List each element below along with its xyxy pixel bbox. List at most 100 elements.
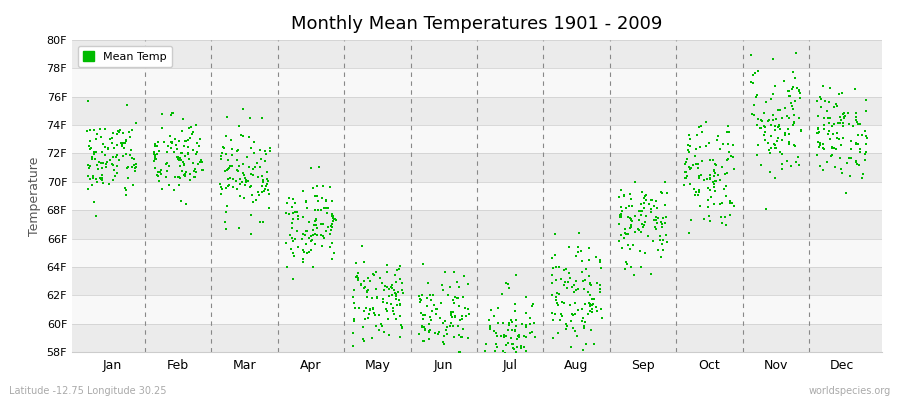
Point <box>698 118 713 125</box>
Point <box>720 157 734 163</box>
Point <box>618 266 633 272</box>
Point <box>356 308 371 315</box>
Point <box>638 193 652 199</box>
Point <box>511 332 526 338</box>
Bar <box>72 125 882 154</box>
Point <box>526 301 540 308</box>
Point <box>376 296 391 303</box>
Point <box>634 212 648 218</box>
Point <box>220 114 234 120</box>
Point <box>683 136 698 142</box>
Point <box>296 247 310 253</box>
Point <box>860 135 874 141</box>
Point <box>633 248 647 254</box>
Point <box>567 300 581 306</box>
Point <box>316 233 330 240</box>
Point <box>380 262 394 268</box>
Point <box>236 160 250 167</box>
Point <box>376 299 391 305</box>
Point <box>763 169 778 176</box>
Point <box>436 333 451 339</box>
Point <box>130 160 144 167</box>
Point <box>753 117 768 124</box>
Point <box>388 289 402 296</box>
Point <box>346 330 361 336</box>
Point <box>484 364 499 370</box>
Point <box>159 168 174 174</box>
Point <box>122 164 136 170</box>
Point <box>644 270 658 277</box>
Point <box>515 321 529 327</box>
Point <box>148 141 163 148</box>
Point <box>703 175 717 181</box>
Point <box>654 190 669 196</box>
Point <box>563 344 578 350</box>
Point <box>482 324 497 330</box>
Point <box>320 198 334 204</box>
Point <box>592 286 607 293</box>
Point <box>853 121 868 127</box>
Point <box>620 261 634 268</box>
Point <box>620 231 634 238</box>
Point <box>571 306 585 313</box>
Point <box>190 140 204 146</box>
Point <box>567 282 581 288</box>
Point <box>413 298 428 305</box>
Point <box>769 82 783 89</box>
Point <box>158 174 173 180</box>
Title: Monthly Mean Temperatures 1901 - 2009: Monthly Mean Temperatures 1901 - 2009 <box>292 15 662 33</box>
Point <box>451 295 465 302</box>
Point <box>312 164 327 170</box>
Point <box>508 301 523 308</box>
Point <box>522 330 536 337</box>
Point <box>364 335 379 341</box>
Point <box>128 168 142 174</box>
Point <box>443 323 457 329</box>
Point <box>624 222 638 228</box>
Point <box>225 163 239 169</box>
Point <box>519 310 534 316</box>
Point <box>436 341 451 348</box>
Point <box>367 312 382 319</box>
Point <box>766 90 780 97</box>
Point <box>348 305 363 311</box>
Point <box>310 216 324 223</box>
Point <box>577 325 591 331</box>
Point <box>770 116 784 122</box>
Point <box>361 287 375 293</box>
Point <box>792 162 806 168</box>
Point <box>774 160 788 167</box>
Point <box>226 176 240 182</box>
Point <box>160 142 175 149</box>
Point <box>759 206 773 212</box>
Point <box>518 324 533 330</box>
Point <box>148 156 163 162</box>
Point <box>697 216 711 222</box>
Point <box>642 232 656 239</box>
Point <box>852 161 867 168</box>
Point <box>94 149 109 155</box>
Point <box>498 350 512 356</box>
Point <box>590 308 604 314</box>
Point <box>815 83 830 89</box>
Point <box>770 135 785 141</box>
Point <box>321 224 336 230</box>
Point <box>519 322 534 328</box>
Point <box>566 312 580 318</box>
Point <box>723 200 737 206</box>
Point <box>168 174 183 180</box>
Point <box>260 181 274 188</box>
Point <box>560 285 574 291</box>
Point <box>102 180 116 187</box>
Point <box>576 278 590 284</box>
Point <box>692 189 706 195</box>
Point <box>440 324 454 330</box>
Point <box>824 136 838 142</box>
Point <box>112 129 126 135</box>
Point <box>775 137 789 144</box>
Point <box>107 166 122 173</box>
Point <box>703 172 717 178</box>
Point <box>89 148 104 155</box>
Point <box>492 362 507 368</box>
Point <box>678 161 692 168</box>
